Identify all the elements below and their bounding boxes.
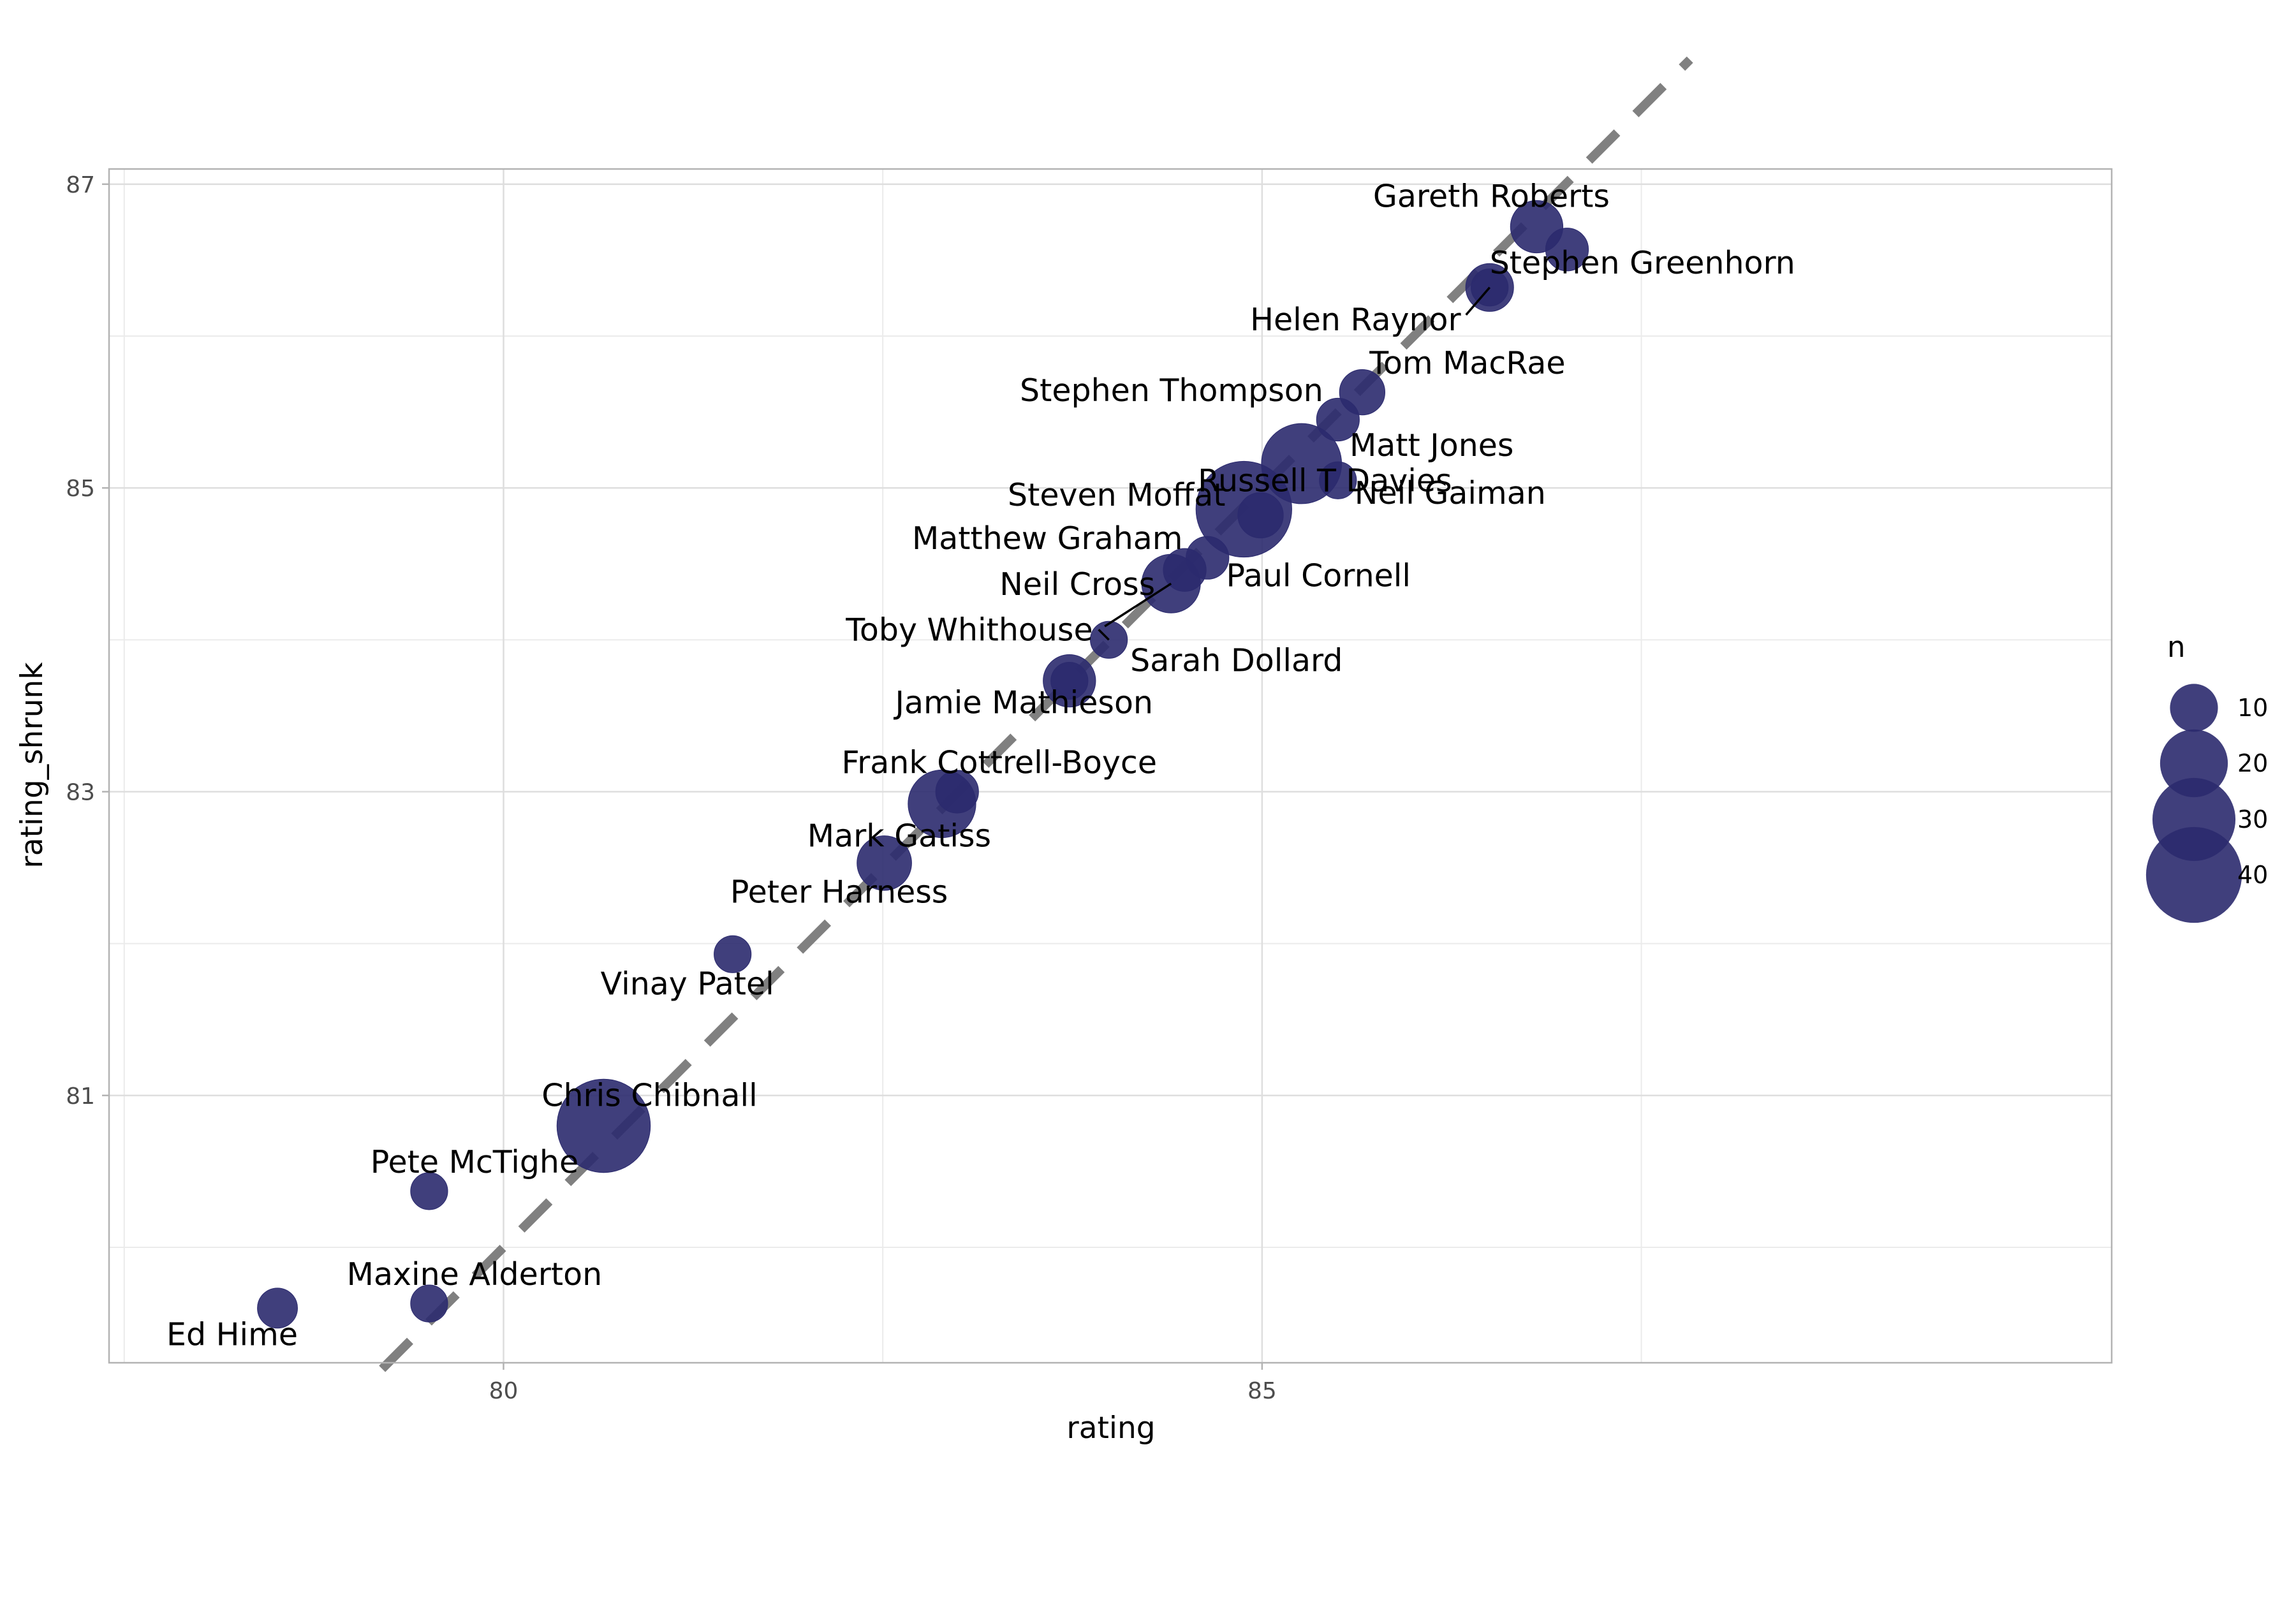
point-label: Helen Raynor <box>1250 302 1461 338</box>
point-label: Chris Chibnall <box>541 1077 757 1113</box>
data-point <box>410 1172 448 1210</box>
data-point <box>857 835 912 891</box>
point-label: Peter Harness <box>730 874 948 910</box>
legend-label: 30 <box>2237 805 2268 833</box>
point-label: Gareth Roberts <box>1373 179 1610 215</box>
point-label: Paul Cornell <box>1226 558 1411 594</box>
point-label: Sarah Dollard <box>1130 643 1343 679</box>
leader-line <box>1098 629 1110 641</box>
legend-label: 20 <box>2237 749 2268 777</box>
x-axis-title: rating <box>1066 1411 1155 1446</box>
point-label: Toby Whithouse <box>845 612 1093 648</box>
y-axis-ticks: 81 83 85 87 <box>66 172 109 1110</box>
point-label: Stephen Thompson <box>1020 372 1323 409</box>
size-legend: n 10 20 30 40 <box>2145 630 2268 923</box>
legend-key <box>2160 729 2228 798</box>
point-label: Matthew Graham <box>912 520 1183 557</box>
point-label: Neil Gaiman <box>1355 475 1546 511</box>
x-tick-label: 85 <box>1247 1378 1277 1404</box>
legend-title: n <box>2167 630 2186 664</box>
point-label: Maxine Alderton <box>347 1256 602 1293</box>
legend-label: 10 <box>2237 694 2268 722</box>
point-label: Vinay Patel <box>601 965 774 1002</box>
data-point <box>410 1284 448 1323</box>
y-tick-label: 85 <box>66 476 95 502</box>
data-point <box>257 1288 298 1329</box>
data-point <box>1050 662 1089 700</box>
leader-line <box>1465 286 1491 316</box>
legend-key <box>2170 684 2218 732</box>
point-label: Mark Gatiss <box>807 818 991 855</box>
point-labels: Gareth Roberts Stephen Greenhorn Helen Ray… <box>166 179 1795 1353</box>
data-point <box>714 935 752 973</box>
data-point <box>1316 397 1360 442</box>
y-tick-label: 83 <box>66 779 95 805</box>
point-label: Steven Moffat <box>1008 477 1226 513</box>
point-label: Pete McTighe <box>371 1144 578 1180</box>
point-label: Stephen Greenhorn <box>1490 245 1795 281</box>
data-point <box>908 769 976 839</box>
point-label: Ed Hime <box>166 1316 298 1353</box>
data-point <box>1319 461 1357 499</box>
x-axis-ticks: 80 85 <box>489 1363 1277 1404</box>
point-label: Jamie Mathieson <box>894 685 1153 721</box>
data-point <box>1237 492 1284 539</box>
data-point <box>1545 228 1589 272</box>
legend-key <box>2145 826 2242 923</box>
y-axis-title: rating_shrunk <box>15 662 50 869</box>
x-tick-label: 80 <box>489 1378 519 1404</box>
y-tick-label: 81 <box>66 1083 95 1110</box>
point-label: Tom MacRae <box>1369 345 1565 381</box>
point-label: Matt Jones <box>1350 427 1513 464</box>
point-label: Frank Cottrell-Boyce <box>842 744 1157 781</box>
leader-line <box>1104 582 1172 627</box>
data-point <box>556 1078 651 1173</box>
point-label: Russell T Davies <box>1198 462 1452 499</box>
panel-border <box>108 168 2113 1364</box>
point-label: Neil Cross <box>999 566 1155 603</box>
legend-label: 40 <box>2237 861 2268 889</box>
y-tick-label: 87 <box>66 172 95 198</box>
label-leader-lines <box>1098 286 1491 641</box>
